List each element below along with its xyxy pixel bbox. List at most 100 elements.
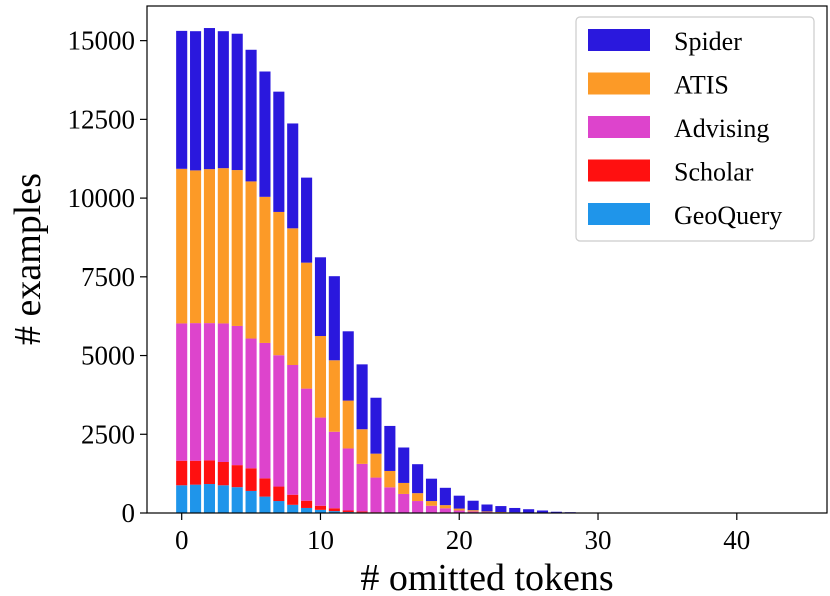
bar-advising-13	[356, 463, 368, 512]
bar-geoquery-1	[190, 484, 202, 513]
bar-advising-12	[342, 448, 354, 511]
y-tick-label: 15000	[68, 26, 136, 56]
bar-spider-6	[259, 71, 271, 197]
bar-spider-23	[495, 506, 507, 513]
bar-atis-2	[203, 169, 215, 324]
bar-atis-20	[453, 508, 465, 511]
bar-spider-2	[203, 28, 215, 170]
bar-advising-5	[245, 338, 257, 469]
bar-scholar-4	[231, 465, 243, 488]
bar-spider-4	[231, 33, 243, 171]
y-tick-label: 7500	[81, 262, 135, 292]
bar-spider-14	[370, 397, 382, 454]
bar-advising-6	[259, 342, 271, 479]
bar-advising-15	[384, 487, 396, 513]
y-axis-ticks: 0 2500 5000 7500 10000 12500 15000	[68, 26, 147, 528]
bar-advising-16	[398, 493, 410, 513]
x-tick-label: 20	[446, 525, 473, 555]
bar-advising-20	[453, 510, 465, 513]
bar-spider-7	[273, 91, 285, 212]
bar-spider-22	[481, 504, 493, 512]
bar-spider-26	[536, 510, 549, 513]
legend-swatch-atis	[588, 72, 650, 95]
legend-label-spider: Spider	[674, 27, 742, 56]
y-tick-label: 10000	[68, 183, 136, 213]
bar-advising-2	[203, 323, 215, 461]
bar-atis-18	[425, 501, 438, 506]
bar-spider-25	[523, 509, 535, 513]
bar-spider-18	[425, 478, 438, 502]
bar-atis-11	[328, 360, 340, 432]
bar-spider-1	[190, 31, 202, 171]
bar-atis-4	[231, 170, 243, 326]
bar-advising-9	[301, 388, 313, 501]
bar-atis-1	[190, 170, 202, 324]
legend-swatch-advising	[588, 116, 650, 138]
bar-atis-14	[370, 453, 382, 478]
bar-spider-24	[509, 507, 521, 513]
legend-label-atis: ATIS	[674, 71, 729, 100]
bar-advising-17	[412, 501, 424, 513]
bar-atis-10	[314, 336, 327, 418]
x-tick-label: 30	[585, 525, 612, 555]
bar-atis-19	[439, 505, 451, 509]
bar-spider-13	[356, 364, 368, 430]
bar-geoquery-0	[176, 485, 188, 513]
bar-scholar-8	[287, 494, 299, 505]
bar-geoquery-2	[203, 484, 215, 513]
bar-scholar-0	[176, 460, 188, 486]
bar-advising-10	[314, 417, 327, 506]
bar-atis-0	[176, 168, 188, 324]
x-axis-label: # omitted tokens	[360, 557, 613, 596]
bar-scholar-6	[259, 478, 271, 497]
legend-label-scholar: Scholar	[674, 158, 754, 187]
x-tick-label: 10	[307, 525, 334, 555]
y-tick-label: 0	[122, 498, 136, 528]
bar-spider-10	[314, 257, 327, 337]
bar-spider-11	[328, 276, 340, 361]
bar-scholar-13	[356, 511, 368, 513]
bar-advising-7	[273, 355, 285, 487]
bar-scholar-1	[190, 460, 202, 485]
bar-geoquery-11	[328, 511, 340, 513]
y-tick-label: 12500	[68, 104, 136, 134]
bar-spider-8	[287, 123, 299, 229]
bar-advising-3	[217, 323, 229, 462]
bar-atis-15	[384, 470, 396, 488]
bar-advising-0	[176, 323, 188, 461]
bar-atis-12	[342, 400, 354, 449]
bar-advising-11	[328, 431, 340, 509]
bar-advising-8	[287, 364, 299, 495]
x-tick-label: 0	[175, 525, 189, 555]
bars-layer	[176, 28, 673, 513]
bar-scholar-7	[273, 486, 285, 502]
legend-label-advising: Advising	[674, 114, 769, 143]
bar-advising-19	[439, 508, 451, 513]
y-tick-label: 5000	[81, 341, 135, 371]
bar-geoquery-9	[301, 507, 313, 513]
bar-spider-15	[384, 425, 396, 471]
bar-atis-5	[245, 181, 257, 339]
bar-spider-21	[467, 500, 479, 511]
bar-spider-19	[439, 487, 451, 506]
legend-swatch-spider	[588, 29, 650, 51]
bar-advising-4	[231, 325, 243, 466]
bar-atis-8	[287, 228, 299, 365]
bar-spider-5	[245, 49, 257, 182]
bar-geoquery-3	[217, 485, 229, 513]
bar-spider-20	[453, 495, 465, 509]
bar-atis-22	[481, 511, 493, 513]
bar-spider-0	[176, 30, 188, 169]
y-tick-label: 2500	[81, 419, 135, 449]
bar-geoquery-6	[259, 496, 271, 513]
bar-spider-9	[301, 177, 313, 263]
plot-frame	[146, 5, 828, 514]
bar-atis-3	[217, 168, 229, 324]
bar-spider-16	[398, 447, 410, 483]
bar-geoquery-8	[287, 504, 299, 513]
bar-atis-7	[273, 211, 285, 356]
y-axis-label: # examples	[7, 173, 49, 345]
bar-advising-1	[190, 323, 202, 461]
bar-geoquery-7	[273, 501, 285, 513]
